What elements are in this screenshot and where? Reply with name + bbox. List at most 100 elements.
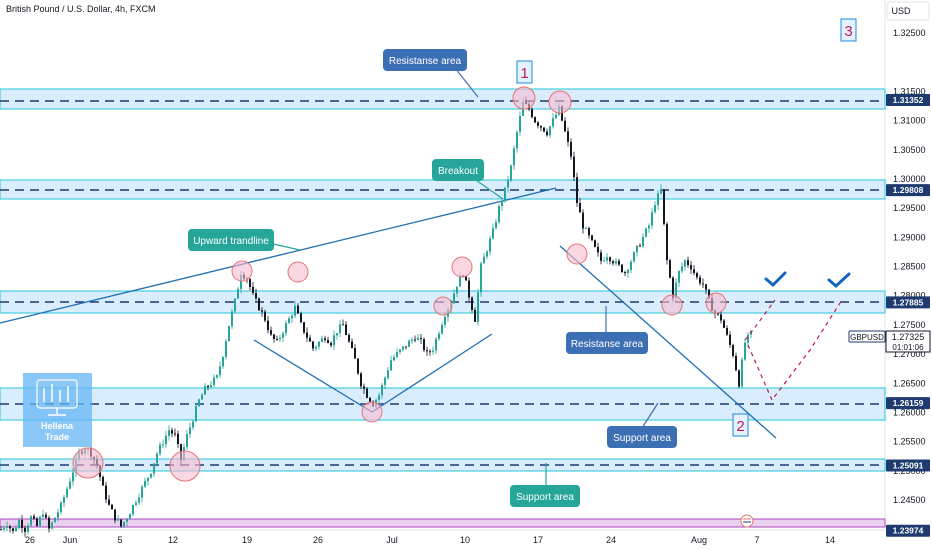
candle-body (645, 228, 647, 237)
candle-body (603, 260, 605, 262)
price-tick-label: 1.25500 (893, 437, 926, 447)
pivot-circle (231, 260, 253, 282)
candle-body (192, 421, 194, 428)
candle-body (486, 251, 488, 257)
candle-body (705, 284, 707, 290)
candle-body (456, 286, 458, 294)
candle-body (306, 332, 308, 338)
candle-body (345, 324, 347, 335)
price-tick-label: 1.24500 (893, 495, 926, 505)
time-tick-label: Jun (63, 535, 78, 545)
candle-body (318, 341, 320, 347)
wedge-lower-left-line (253, 339, 373, 413)
candle-body (12, 528, 14, 532)
candle-body (726, 327, 728, 335)
price-tick-label: 1.28000 (893, 291, 926, 301)
candle-body (117, 519, 119, 521)
price-tag-label-last-low: 1.23974 (893, 526, 924, 536)
candle-body (741, 359, 743, 387)
resistance-low-label: Resistanse area (571, 339, 644, 350)
wave-1-label: 1 (520, 65, 528, 82)
price-tick-label: 1.27000 (893, 349, 926, 359)
price-tick-label: 1.30500 (893, 145, 926, 155)
check-mark-icon (764, 271, 787, 288)
candle-body (282, 333, 284, 338)
candle-body (594, 240, 596, 247)
candle-body (429, 351, 431, 353)
candle-body (363, 386, 365, 389)
candle-body (219, 366, 221, 376)
candle-body (468, 280, 470, 298)
candle-body (228, 326, 230, 342)
candle-body (60, 502, 62, 513)
candle-body (498, 206, 500, 223)
candle-body (393, 357, 395, 361)
resistance-top-label-box (383, 49, 467, 71)
candle-body (672, 277, 674, 299)
candle-body (171, 430, 173, 434)
candle-body (504, 187, 506, 202)
candle-body (699, 277, 701, 284)
time-tick-label: Aug (691, 535, 707, 545)
candle-body (516, 131, 518, 149)
candle-body (444, 316, 446, 325)
candle-body (564, 120, 566, 132)
price-tag-last-low (886, 524, 930, 537)
candle-body (639, 245, 641, 247)
candle-body (402, 346, 404, 350)
upward-trendline (0, 187, 557, 324)
candle-body (546, 131, 548, 136)
resistance-top-zone (0, 88, 886, 110)
callout-pointer (454, 67, 479, 98)
candle-body (333, 335, 335, 346)
time-tick-label: 12 (168, 535, 178, 545)
bottom-zone (0, 518, 886, 528)
candle-body (510, 165, 512, 181)
candle-body (432, 350, 434, 352)
candle-body (255, 292, 257, 299)
wave-1-box (516, 60, 533, 84)
time-tick-label: 7 (754, 535, 759, 545)
candle-body (495, 222, 497, 229)
candle-body (216, 375, 218, 378)
candle-body (531, 109, 533, 118)
candle-body (51, 522, 53, 529)
resistance-low-label-box (566, 332, 648, 354)
candle-body (399, 349, 401, 353)
candle-body (57, 512, 59, 518)
candle-body (708, 289, 710, 299)
candle-body (555, 114, 557, 119)
candle-body (303, 322, 305, 333)
candle-body (342, 324, 344, 326)
candle-body (330, 342, 332, 346)
price-tick-label: 1.32500 (893, 28, 926, 38)
time-axis[interactable]: 26 Jun 5 12 19 26 Jul 10 17 24 Aug 7 14 (25, 535, 835, 545)
candle-body (111, 504, 113, 510)
price-tag-resistance-low (886, 296, 930, 309)
candle-body (549, 126, 551, 136)
candle-body (264, 311, 266, 321)
candle-body (168, 430, 170, 436)
candle-body (537, 122, 539, 126)
candle-body (588, 228, 590, 236)
time-tick-label: 17 (533, 535, 543, 545)
candle-body (69, 481, 71, 489)
candle-body (570, 141, 572, 157)
price-tick-label: 1.29500 (893, 203, 926, 213)
breakout-label-box (432, 159, 484, 181)
pivot-circle (661, 294, 683, 316)
currency-button[interactable] (886, 1, 930, 21)
candle-body (675, 282, 677, 299)
projection-layer (744, 271, 851, 402)
candle-body (567, 131, 569, 142)
candle-body (519, 115, 521, 132)
price-tag-label-resistance-top: 1.31352 (893, 95, 924, 105)
candle-body (465, 275, 467, 281)
price-tick-label: 1.28500 (893, 262, 926, 272)
candle-body (39, 517, 41, 526)
event-flag-icon[interactable] (740, 514, 754, 528)
candle-body (348, 334, 350, 342)
candle-body (366, 388, 368, 398)
pivot-circle (169, 450, 201, 482)
candle-body (480, 263, 482, 293)
